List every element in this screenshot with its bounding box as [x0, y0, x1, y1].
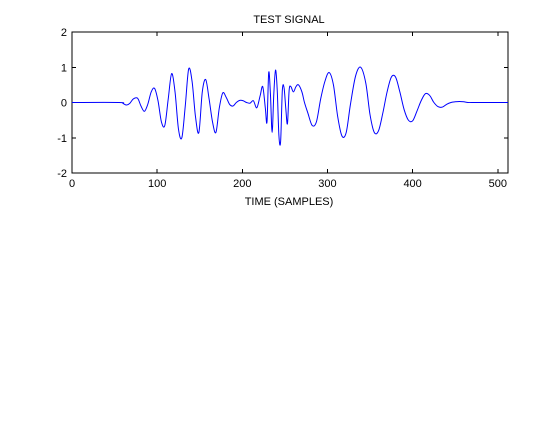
y-tick-label: 1 [61, 62, 67, 74]
y-tick-label: -1 [57, 133, 67, 145]
x-axis-label: TIME (SAMPLES) [245, 196, 334, 208]
y-tick-label: -2 [57, 168, 67, 180]
ticks: 0 100 200 300 400 500 -2 -1 0 1 2 [57, 27, 508, 190]
y-tick-label: 0 [61, 98, 67, 110]
x-tick-label: 400 [403, 178, 421, 190]
signal-line [71, 66, 508, 146]
x-tick-label: 200 [233, 178, 251, 190]
x-tick-label: 100 [148, 178, 166, 190]
axes [71, 31, 509, 174]
x-tick-label: 0 [69, 178, 75, 190]
chart-title: TEST SIGNAL [253, 14, 324, 26]
series-group [71, 66, 508, 146]
plot-frame [71, 31, 509, 174]
x-tick-label: 300 [318, 178, 336, 190]
y-tick-label: 2 [61, 27, 67, 39]
x-tick-label: 500 [489, 178, 507, 190]
